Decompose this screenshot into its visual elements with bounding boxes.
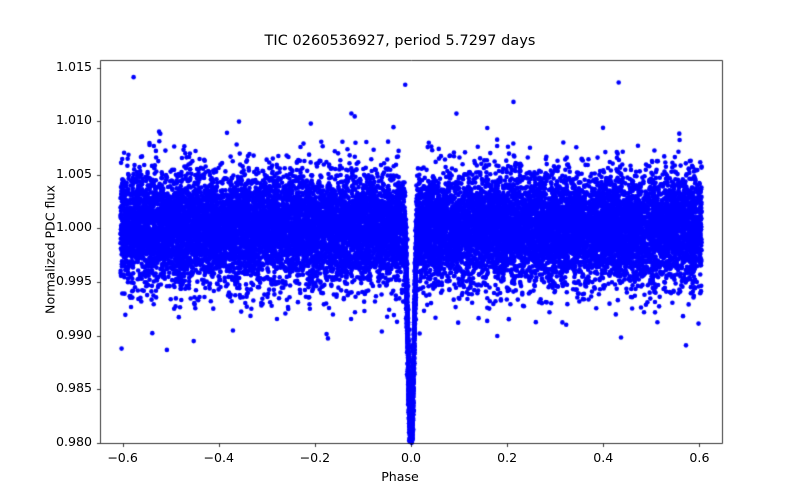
x-tick-label: −0.4 xyxy=(203,450,234,465)
x-tick-label: 0.2 xyxy=(497,450,518,465)
y-tick-label: 1.010 xyxy=(55,112,92,128)
x-tick-label: −0.2 xyxy=(299,450,331,465)
plot-title: TIC 0260536927, period 5.7297 days xyxy=(264,33,536,49)
y-tick-label: 1.000 xyxy=(55,219,92,235)
x-tick-label: 0.6 xyxy=(689,450,710,465)
x-axis-label: Phase xyxy=(381,469,419,484)
x-tick-label: 0.0 xyxy=(400,450,422,465)
y-tick-label: 0.980 xyxy=(55,434,92,449)
y-tick-label: 0.995 xyxy=(55,273,92,289)
y-tick-label: 0.985 xyxy=(55,380,92,396)
y-tick-label: 1.015 xyxy=(55,58,92,74)
x-tick-label: 0.4 xyxy=(593,450,614,465)
y-tick-label: 0.990 xyxy=(55,326,92,342)
x-tick-label: −0.6 xyxy=(107,450,138,465)
y-tick-label: 1.005 xyxy=(55,165,92,181)
